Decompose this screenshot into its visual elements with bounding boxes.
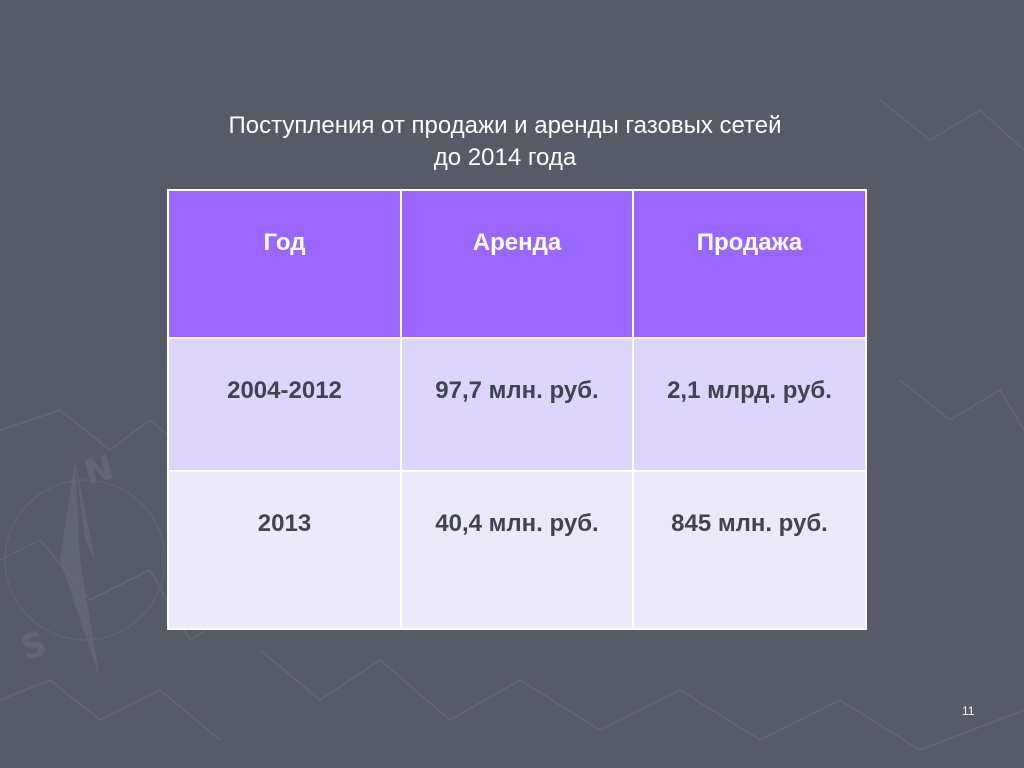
table-header-row: Год Аренда Продажа [167, 189, 867, 339]
table-row: 2004-2012 97,7 млн. руб. 2,1 млрд. руб. [167, 337, 867, 472]
svg-text:N: N [80, 448, 118, 494]
slide-title-line1: Поступления от продажи и аренды газовых … [228, 112, 782, 139]
cell-year: 2013 [167, 470, 402, 630]
cell-rent: 40,4 млн. руб. [400, 470, 634, 630]
header-year: Год [167, 189, 402, 339]
header-rent: Аренда [400, 189, 634, 339]
cell-sale: 2,1 млрд. руб. [632, 337, 867, 472]
table-row: 2013 40,4 млн. руб. 845 млн. руб. [167, 470, 867, 630]
cell-year: 2004-2012 [167, 337, 402, 472]
cell-sale: 845 млн. руб. [632, 470, 867, 630]
revenue-table: Год Аренда Продажа 2004-2012 97,7 млн. р… [167, 189, 867, 630]
header-sale: Продажа [632, 189, 867, 339]
slide-title: Поступления от продажи и аренды газовых … [150, 110, 860, 174]
page-number: 11 [962, 704, 975, 718]
slide-title-line2: до 2014 года [433, 144, 577, 171]
cell-rent: 97,7 млн. руб. [400, 337, 634, 472]
